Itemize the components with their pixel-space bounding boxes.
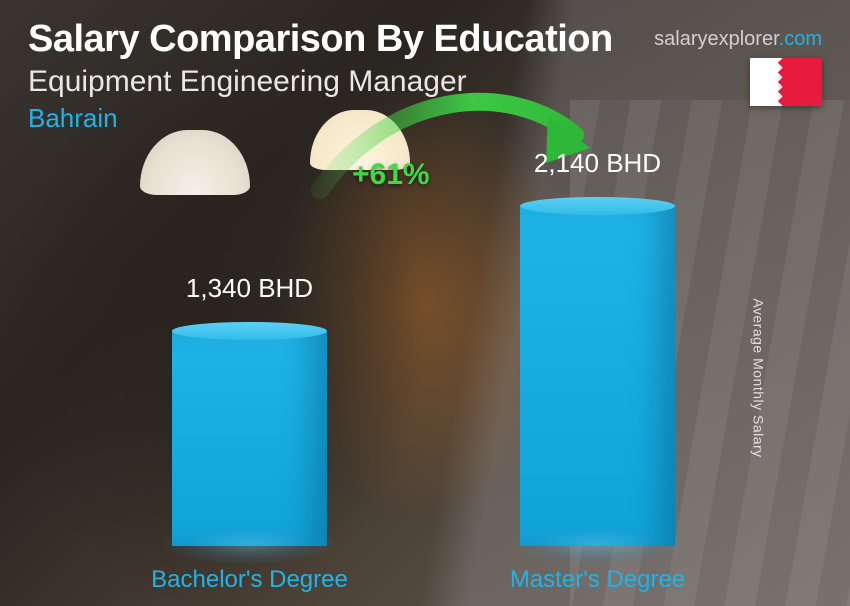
- y-axis-label: Average Monthly Salary: [750, 298, 766, 457]
- percent-increase-label: +61%: [352, 158, 430, 192]
- bar-bachelors: 1,340 BHD Bachelor's Degree: [172, 331, 327, 546]
- bar-chart: +61% 1,340 BHD Bachelor's Degree 2,140 B…: [0, 150, 850, 606]
- bar-value-label: 2,140 BHD: [534, 148, 661, 179]
- brand-name: salaryexplorer: [654, 28, 779, 50]
- brand-domain: .com: [779, 28, 822, 50]
- bar-base-glow: [512, 524, 683, 564]
- bar-base-glow: [164, 524, 335, 564]
- bahrain-flag-icon: [750, 58, 822, 106]
- bar-top-cap: [520, 197, 675, 215]
- bar-top-cap: [172, 322, 327, 340]
- bar-body: [172, 331, 327, 546]
- bar-value-label: 1,340 BHD: [186, 273, 313, 304]
- bar-category-label: Bachelor's Degree: [151, 566, 348, 594]
- bar-body: [520, 206, 675, 546]
- flag-white-band: [750, 58, 778, 106]
- bar-masters: 2,140 BHD Master's Degree: [520, 206, 675, 546]
- brand-label: salaryexplorer.com: [654, 28, 822, 51]
- bar-category-label: Master's Degree: [510, 566, 685, 594]
